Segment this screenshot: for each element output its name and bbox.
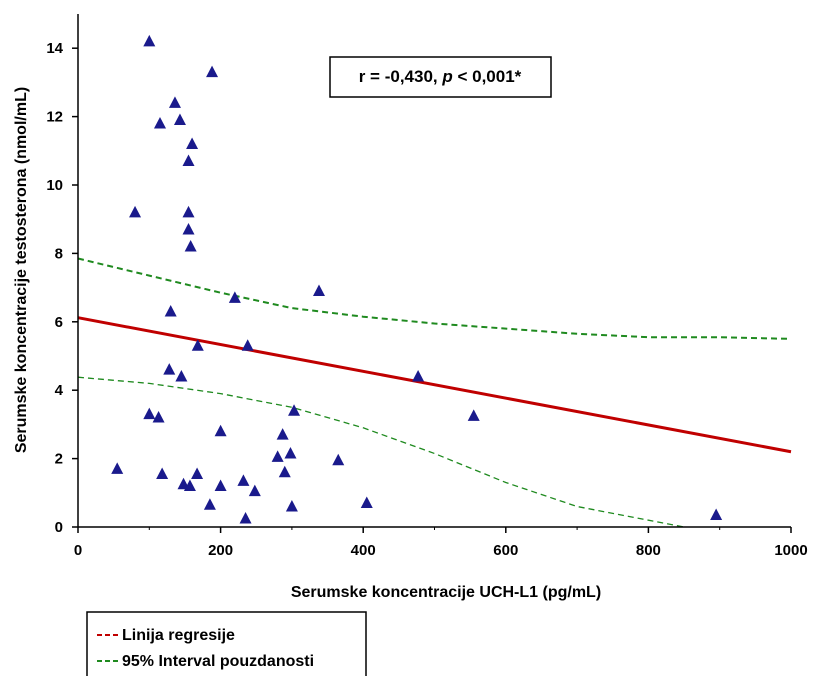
data-point (175, 370, 188, 382)
y-tick-label: 8 (55, 245, 63, 262)
data-point (191, 467, 204, 479)
data-point (237, 474, 250, 486)
stat-annotation-p: p (441, 67, 452, 86)
stat-annotation-prefix: r = -0,430, (359, 67, 443, 86)
legend-label-regression: Linija regresije (122, 627, 235, 644)
y-tick-label: 14 (46, 40, 63, 57)
data-point (288, 404, 301, 416)
data-point (214, 479, 227, 491)
data-point (278, 465, 291, 478)
y-axis-title: Serumske koncentracije testosterona (nmo… (13, 87, 30, 453)
x-tick-label: 200 (208, 542, 233, 559)
data-point (168, 96, 181, 108)
x-axis-title: Serumske koncentracije UCH-L1 (pg/mL) (291, 584, 601, 601)
ci-lower-curve (77, 376, 685, 528)
data-point (241, 339, 254, 351)
data-point (186, 137, 199, 149)
x-tick-label: 400 (351, 542, 376, 559)
data-point (152, 411, 165, 423)
data-point (332, 453, 345, 466)
y-tick-label: 4 (55, 382, 64, 399)
y-tick-label: 0 (55, 519, 63, 536)
y-tick-label: 12 (46, 109, 63, 126)
data-point (129, 205, 142, 218)
data-point (271, 450, 284, 462)
data-point (173, 113, 186, 126)
data-point (184, 240, 197, 252)
data-point (276, 428, 289, 440)
data-point (156, 467, 169, 479)
plot-area (77, 34, 792, 528)
data-point (467, 409, 480, 421)
legend-frame (86, 611, 367, 676)
stat-annotation-suffix: < 0,001* (453, 67, 522, 86)
data-point (284, 446, 297, 459)
data-point (111, 462, 124, 474)
data-point (191, 339, 204, 351)
data-point (153, 116, 166, 129)
data-point (214, 424, 227, 437)
y-tick-label: 2 (55, 451, 63, 468)
data-point (203, 498, 216, 510)
data-point (412, 370, 425, 382)
data-point (163, 363, 176, 375)
data-point (206, 65, 219, 78)
y-tick-label: 10 (46, 177, 63, 194)
data-point (143, 34, 156, 47)
data-point (285, 499, 298, 512)
x-tick-label: 800 (636, 542, 661, 559)
ci-upper-curve (77, 257, 792, 340)
stat-annotation-box: r = -0,430, p < 0,001* (329, 56, 552, 98)
legend: Linija regresije 95% Interval pouzdanost… (86, 611, 367, 676)
stat-annotation-text: r = -0,430, p < 0,001* (359, 67, 522, 86)
data-point (239, 511, 252, 524)
y-tick-label: 6 (55, 314, 63, 331)
data-point (164, 305, 177, 317)
data-point (182, 222, 195, 235)
regression-line (77, 316, 792, 454)
x-tick-label: 600 (493, 542, 518, 559)
data-point (182, 154, 195, 167)
x-tick-label: 1000 (774, 542, 807, 559)
data-point (228, 291, 241, 303)
data-point (143, 407, 156, 420)
stat-annotation-frame (329, 56, 552, 98)
x-tick-label: 0 (74, 542, 82, 559)
data-point (248, 484, 261, 497)
axes: 0 200 400 600 800 1000 0 2 4 6 8 10 12 14 (46, 14, 808, 559)
legend-label-ci: 95% Interval pouzdanosti (122, 653, 314, 670)
data-point (182, 205, 195, 218)
data-point (312, 284, 325, 297)
data-point (360, 496, 373, 509)
data-point (183, 479, 196, 491)
data-point (710, 508, 723, 521)
